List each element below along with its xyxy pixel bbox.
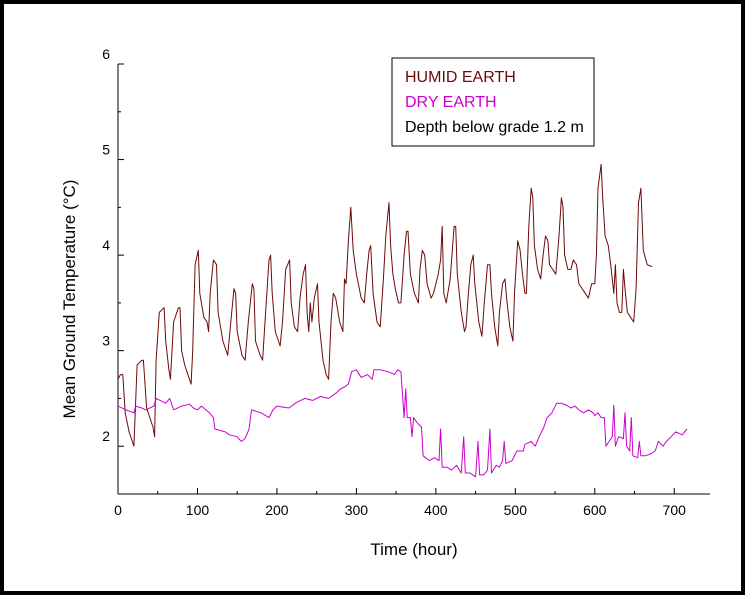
- x-tick-label: 400: [424, 502, 448, 518]
- y-tick-label: 6: [102, 46, 110, 62]
- x-tick-label: 300: [345, 502, 369, 518]
- y-tick-label: 3: [102, 333, 110, 349]
- x-tick-label: 600: [583, 502, 607, 518]
- x-tick-label: 0: [114, 502, 122, 518]
- series-line-dry-earth: [117, 369, 688, 478]
- y-tick-label: 5: [102, 142, 110, 158]
- x-tick-label: 700: [663, 502, 687, 518]
- legend-depth-note: Depth below grade 1.2 m: [405, 119, 584, 136]
- x-tick-label: 100: [186, 502, 210, 518]
- series-group: [117, 163, 688, 478]
- x-tick-label: 200: [265, 502, 289, 518]
- axes-group: [117, 64, 710, 495]
- legend: HUMID EARTH DRY EARTH Depth below grade …: [391, 57, 595, 147]
- x-axis-title: Time (hour): [370, 540, 457, 559]
- y-tick-label: 2: [102, 428, 110, 444]
- y-axis-title: Mean Ground Temperature (°C): [60, 180, 79, 419]
- x-tick-label: 500: [504, 502, 528, 518]
- legend-box: [391, 57, 595, 147]
- legend-label-humid-earth: HUMID EARTH: [405, 69, 516, 86]
- series-line-humid-earth: [117, 163, 653, 447]
- legend-label-dry-earth: DRY EARTH: [405, 94, 497, 111]
- y-tick-label: 4: [102, 237, 110, 253]
- tick-group: 0 100 200 300 400 500 600 700 2 3 4 5 6: [102, 46, 686, 518]
